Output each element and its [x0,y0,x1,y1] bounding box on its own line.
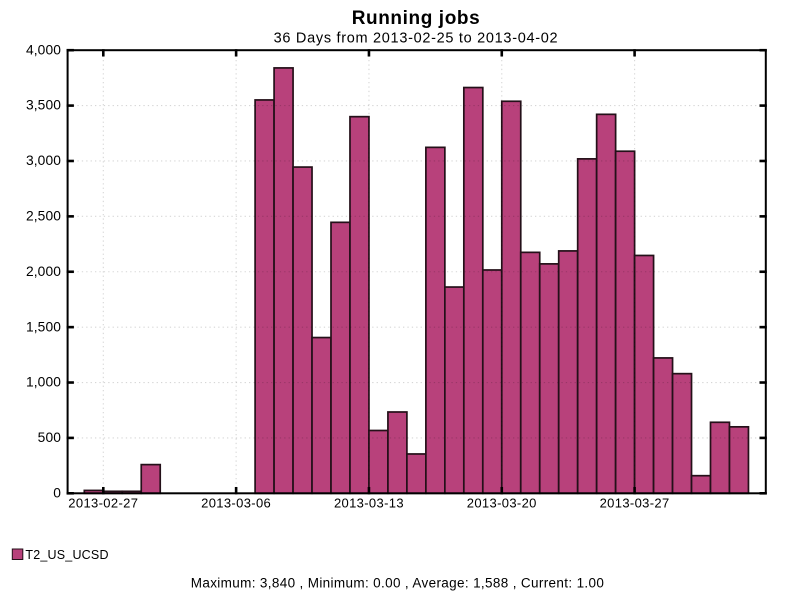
svg-text:1,000: 1,000 [26,375,61,390]
svg-text:4,000: 4,000 [26,42,61,57]
svg-text:2013-03-13: 2013-03-13 [334,496,404,511]
svg-text:Maximum: 3,840 , Minimum: 0.00: Maximum: 3,840 , Minimum: 0.00 , Average… [191,575,605,590]
svg-text:2013-02-27: 2013-02-27 [68,496,138,511]
svg-text:T2_US_UCSD: T2_US_UCSD [25,548,108,562]
svg-text:500: 500 [38,430,62,445]
svg-text:2,000: 2,000 [26,264,61,279]
svg-text:2,500: 2,500 [26,209,61,224]
svg-text:3,000: 3,000 [26,153,61,168]
svg-text:0: 0 [53,485,61,500]
svg-text:1,500: 1,500 [26,319,61,334]
svg-text:2013-03-27: 2013-03-27 [600,496,670,511]
svg-text:3,500: 3,500 [26,98,61,113]
svg-text:2013-03-06: 2013-03-06 [201,496,271,511]
svg-text:36 Days from 2013-02-25 to 201: 36 Days from 2013-02-25 to 2013-04-02 [274,31,559,47]
svg-text:Running jobs: Running jobs [352,8,481,29]
svg-text:2013-03-20: 2013-03-20 [467,496,537,511]
